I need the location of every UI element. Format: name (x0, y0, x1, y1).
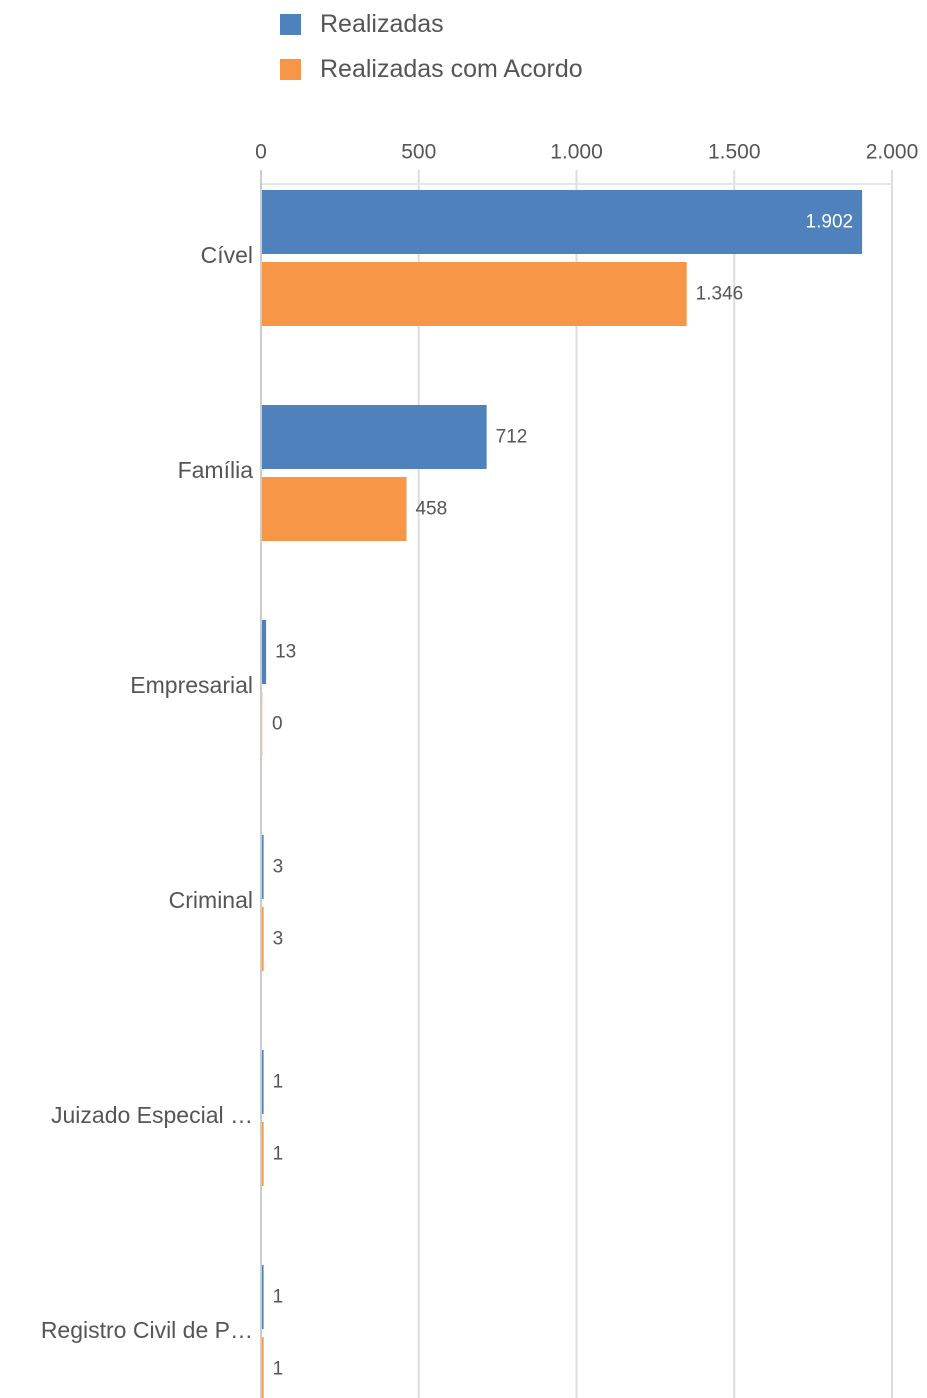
bar-realizadas-familia (262, 405, 487, 469)
x-tick-label: 1.500 (708, 141, 761, 164)
value-label-realizadas-com-acordo-registro-civil-de-p: 1 (273, 1359, 284, 1380)
category-label-registro-civil-de-p: Registro Civil de P… (41, 1317, 253, 1343)
bar-realizadas-criminal (262, 835, 264, 899)
bar-realizadas-com-acordo-empresarial (262, 692, 263, 756)
bar-realizadas-empresarial (262, 620, 267, 684)
value-label-realizadas-com-acordo-empresarial: 0 (272, 714, 283, 735)
value-label-realizadas-empresarial: 13 (275, 642, 296, 663)
value-label-realizadas-juizado-especial: 1 (273, 1072, 284, 1093)
value-label-realizadas-com-acordo-criminal: 3 (273, 929, 284, 950)
x-tick-label: 1.000 (550, 141, 603, 164)
legend-label-realizadas: Realizadas (320, 10, 444, 38)
value-label-realizadas-registro-civil-de-p: 1 (273, 1287, 284, 1308)
legend-swatch-realizadas-com-acordo (280, 59, 301, 80)
category-label-familia: Família (178, 457, 254, 483)
value-label-realizadas-criminal: 3 (273, 857, 284, 878)
bars (262, 190, 863, 1398)
category-labels: Cível Família Empresarial Criminal Juizado E… (41, 242, 253, 1343)
legend-label-realizadas-com-acordo: Realizadas com Acordo (320, 55, 583, 83)
value-label-realizadas-com-acordo-juizado-especial: 1 (273, 1144, 284, 1165)
category-label-juizado-especial: Juizado Especial … (51, 1102, 253, 1128)
bar-realizadas-registro-civil-de-p (262, 1265, 264, 1329)
value-label-realizadas-com-acordo-civel: 1.346 (696, 284, 744, 305)
bar-realizadas-com-acordo-juizado-especial (262, 1122, 264, 1186)
x-tick-label: 500 (401, 141, 436, 164)
bar-realizadas-com-acordo-civel (262, 262, 687, 326)
bar-realizadas-com-acordo-familia (262, 477, 407, 541)
value-labels: 1.902 1.346 712 458 13 0 3 3 1 1 1 1 (272, 212, 853, 1380)
category-label-criminal: Criminal (169, 887, 253, 913)
category-label-civel: Cível (201, 242, 253, 268)
x-tick-label: 0 (255, 141, 267, 164)
bar-realizadas-com-acordo-registro-civil-de-p (262, 1337, 264, 1398)
x-tick-label: 2.000 (866, 141, 919, 164)
grid-lines (261, 170, 893, 1398)
legend-swatch-realizadas (280, 14, 301, 35)
bar-realizadas-com-acordo-criminal (262, 907, 264, 971)
value-label-realizadas-civel: 1.902 (806, 212, 854, 233)
category-label-empresarial: Empresarial (130, 672, 253, 698)
bar-realizadas-civel (262, 190, 863, 254)
chart-legend: Realizadas Realizadas com Acordo (280, 10, 583, 83)
x-axis-ticks: 0 500 1.000 1.500 2.000 (255, 141, 918, 164)
value-label-realizadas-com-acordo-familia: 458 (415, 499, 447, 520)
bar-realizadas-juizado-especial (262, 1050, 264, 1114)
value-label-realizadas-familia: 712 (496, 427, 528, 448)
